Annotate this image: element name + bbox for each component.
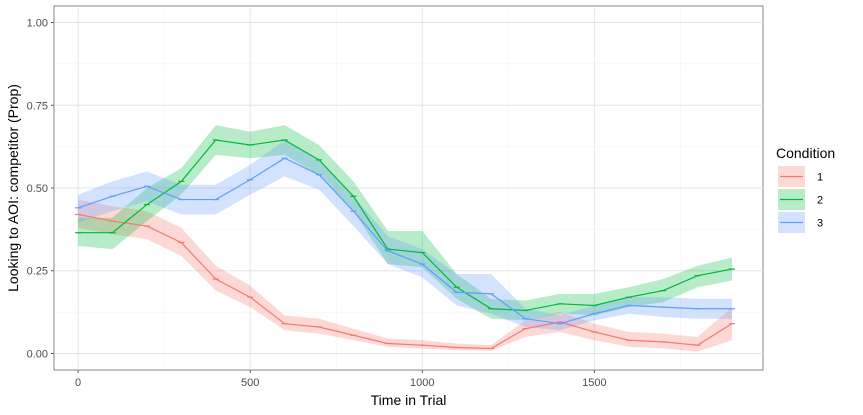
- line-condition-2: [78, 139, 733, 312]
- y-tick-label: 0.00: [27, 348, 48, 360]
- y-tick-label: 0.75: [27, 100, 48, 112]
- x-tick-label: 0: [75, 377, 81, 389]
- legend-label-condition-3: 3: [817, 218, 823, 230]
- legend-label-condition-1: 1: [817, 172, 823, 184]
- x-tick-label: 1500: [582, 377, 606, 389]
- grid-major: [54, 6, 763, 370]
- x-axis-ticks: 0 500 1000 1500: [75, 370, 607, 389]
- line-condition-1: [77, 213, 733, 350]
- legend-label-condition-2: 2: [817, 195, 823, 207]
- grid-minor: [54, 6, 763, 370]
- ribbon-condition-3: [78, 140, 733, 331]
- y-axis-title: Looking to AOI: competitor (Prop): [5, 84, 21, 292]
- ribbon-condition-1: [78, 199, 733, 352]
- y-tick-label: 0.50: [27, 183, 48, 195]
- legend: 1 2 3: [778, 166, 823, 233]
- x-tick-label: 1000: [410, 377, 434, 389]
- confidence-ribbons: [78, 125, 733, 352]
- series-lines: [75, 139, 736, 350]
- line-condition-3: [77, 157, 733, 325]
- x-axis-title: Time in Trial: [371, 392, 447, 408]
- y-tick-label: 0.25: [27, 266, 48, 278]
- y-axis-ticks: 0.00 0.25 0.50 0.75 1.00: [27, 18, 54, 360]
- y-tick-label: 1.00: [27, 18, 48, 30]
- legend-title: Condition: [776, 145, 835, 161]
- x-tick-label: 500: [241, 377, 259, 389]
